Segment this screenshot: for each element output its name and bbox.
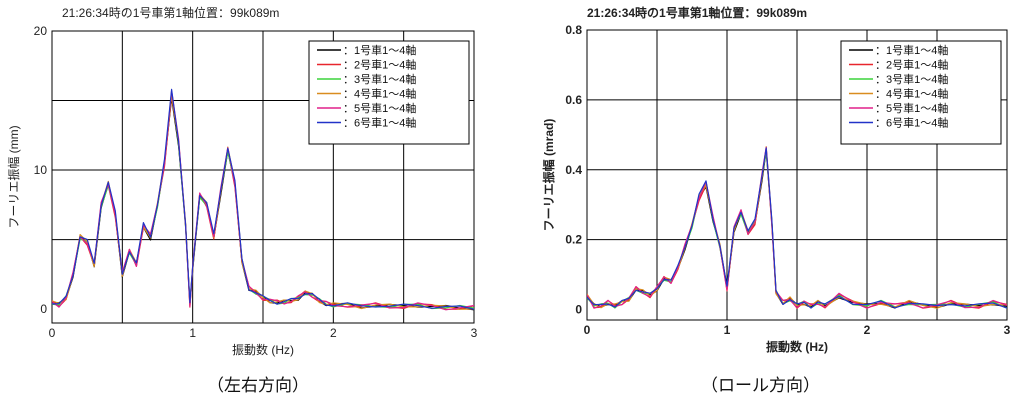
caption-lateral: （左右方向） — [207, 376, 309, 395]
legend-label: ：6号車1～4軸 — [343, 116, 416, 130]
y-axis-label: フーリエ振幅 (mrad) — [541, 119, 556, 232]
x-axis-label: 振動数 (Hz) — [232, 342, 294, 357]
caption-roll: （ロール方向） — [701, 376, 820, 395]
series-line — [52, 88, 474, 310]
x-axis-label: 振動数 (Hz) — [766, 339, 828, 354]
x-tick-label: 0 — [49, 326, 56, 340]
chart-lateral-svg: 21:26:34時の1号車第1軸位置：99k089m 0 1 2 3 0 10 20 振動数 (… — [6, 5, 478, 357]
y-tick-label: 0 — [40, 302, 47, 316]
chart-title: 21:26:34時の1号車第1軸位置：99k089m — [62, 5, 279, 20]
legend-box — [308, 40, 470, 145]
legend-label: ：3号車1～4軸 — [875, 72, 948, 86]
legend-label: ：5号車1～4軸 — [343, 101, 416, 115]
chart-title: 21:26:34時の1号車第1軸位置：99k089m — [587, 5, 807, 20]
legend-label: ：6号車1～4軸 — [875, 116, 948, 130]
y-tick-label: 0.2 — [565, 233, 582, 247]
y-tick-label: 0 — [575, 303, 582, 317]
x-tick-label: 1 — [189, 326, 196, 340]
y-tick-label: 0.6 — [565, 93, 582, 107]
legend-label: ：2号車1～4軸 — [875, 58, 948, 72]
legend-label: ：2号車1～4軸 — [343, 58, 416, 72]
y-axis-label: フーリエ振幅 (mm) — [6, 125, 21, 228]
series-line — [587, 146, 1007, 309]
legend-label: ：4号車1～4軸 — [343, 87, 416, 101]
legend-label: ：4号車1～4軸 — [875, 87, 948, 101]
legend-label: ：3号車1～4軸 — [343, 72, 416, 86]
x-tick-label: 2 — [864, 323, 871, 337]
legend-label: ：5号車1～4軸 — [875, 101, 948, 115]
chart-lateral: 21:26:34時の1号車第1軸位置：99k089m 0 1 2 3 0 10 20 振動数 (… — [0, 0, 505, 399]
y-tick-label: 0.4 — [565, 163, 582, 177]
y-tick-label: 0.8 — [565, 23, 582, 37]
legend-box — [840, 40, 1002, 145]
legend-label: ：1号車1～4軸 — [875, 43, 948, 57]
x-tick-label: 0 — [584, 323, 591, 337]
x-tick-label: 3 — [471, 326, 478, 340]
legend-label: ：1号車1～4軸 — [343, 43, 416, 57]
y-tick-label: 20 — [34, 24, 48, 38]
y-tick-label: 10 — [34, 163, 48, 177]
legend: ：1号車1～4軸：2号車1～4軸：3号車1～4軸：4号車1～4軸：5号車1～4軸… — [840, 40, 1002, 145]
x-tick-label: 3 — [1004, 323, 1011, 337]
legend: ：1号車1～4軸：2号車1～4軸：3号車1～4軸：4号車1～4軸：5号車1～4軸… — [308, 40, 470, 145]
x-tick-label: 1 — [724, 323, 731, 337]
series-line — [587, 147, 1007, 309]
x-tick-label: 2 — [330, 326, 337, 340]
chart-roll-svg: 21:26:34時の1号車第1軸位置：99k089m 0 1 2 3 0 0.2 0.4 0.6… — [541, 5, 1011, 354]
chart-roll: 21:26:34時の1号車第1軸位置：99k089m 0 1 2 3 0 0.2 0.4 0.6… — [505, 0, 1011, 399]
